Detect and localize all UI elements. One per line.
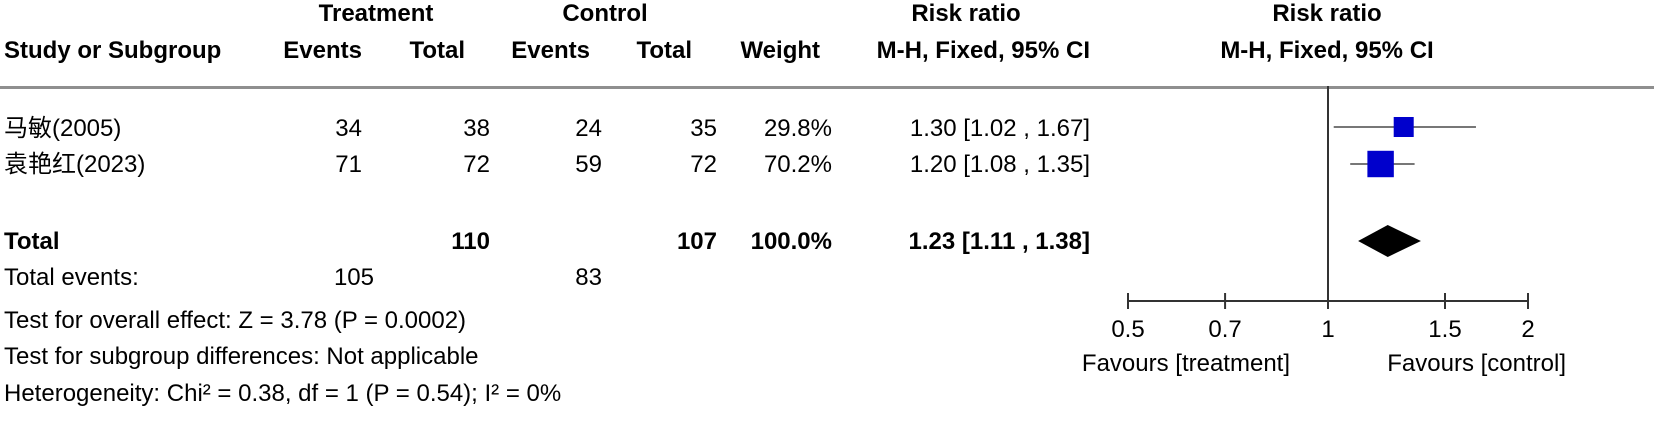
header-treatment: Treatment	[318, 0, 434, 27]
study-marker	[1367, 150, 1394, 178]
header-events-treatment: Events	[283, 37, 362, 64]
study-ci: 1.20 [1.08 , 1.35]	[909, 151, 1090, 178]
total-treatment: 110	[451, 228, 490, 255]
study-weight: 70.2%	[763, 151, 832, 178]
study-events-control: 59	[575, 151, 602, 178]
favours-control-label: Favours [control]	[1387, 350, 1566, 377]
total-events-control: 83	[575, 264, 602, 291]
x-tick-label: 0.7	[1208, 316, 1241, 343]
header-events-control: Events	[511, 37, 590, 64]
header-plot-method: M-H, Fixed, 95% CI	[1220, 37, 1434, 64]
study-total-control: 72	[690, 151, 717, 178]
study-ci: 1.30 [1.02 , 1.67]	[909, 115, 1090, 142]
x-tick-label: 1.5	[1428, 316, 1461, 343]
heterogeneity-text: Heterogeneity: Chi² = 0.38, df = 1 (P = …	[4, 380, 562, 407]
total-label: Total	[4, 228, 60, 255]
header-total-treatment: Total	[409, 37, 465, 64]
total-ci: 1.23 [1.11 , 1.38]	[908, 228, 1090, 255]
study-name: 马敏(2005)	[4, 115, 122, 142]
header-risk-ratio: Risk ratio	[911, 0, 1021, 27]
study-events-treatment: 71	[335, 151, 362, 178]
x-tick-label: 1	[1321, 316, 1334, 343]
study-events-control: 24	[575, 115, 602, 142]
study-total-treatment: 72	[463, 151, 490, 178]
header-divider	[0, 86, 1654, 89]
study-total-treatment: 38	[463, 115, 490, 142]
study-events-treatment: 34	[335, 115, 362, 142]
total-events-label: Total events:	[4, 264, 139, 291]
total-events-treatment: 105	[333, 264, 374, 291]
header-study-or-subgroup: Study or Subgroup	[4, 37, 222, 64]
summary-diamond	[1358, 225, 1421, 257]
total-control: 107	[676, 228, 717, 255]
header-weight: Weight	[740, 37, 820, 64]
header-total-control: Total	[636, 37, 692, 64]
x-tick-label: 0.5	[1111, 316, 1144, 343]
study-total-control: 35	[690, 115, 717, 142]
favours-treatment-label: Favours [treatment]	[1082, 350, 1290, 377]
study-weight: 29.8%	[763, 115, 832, 142]
study-name: 袁艳红(2023)	[4, 151, 146, 178]
header-plot-risk-ratio: Risk ratio	[1272, 0, 1382, 27]
x-tick-label: 2	[1521, 316, 1534, 343]
header-rr-method: M-H, Fixed, 95% CI	[876, 37, 1090, 64]
study-marker	[1393, 116, 1414, 138]
total-weight: 100.0%	[750, 228, 832, 255]
subgroup-differences-test: Test for subgroup differences: Not appli…	[4, 343, 479, 370]
overall-effect-test: Test for overall effect: Z = 3.78 (P = 0…	[4, 307, 467, 334]
header-control: Control	[562, 0, 648, 27]
